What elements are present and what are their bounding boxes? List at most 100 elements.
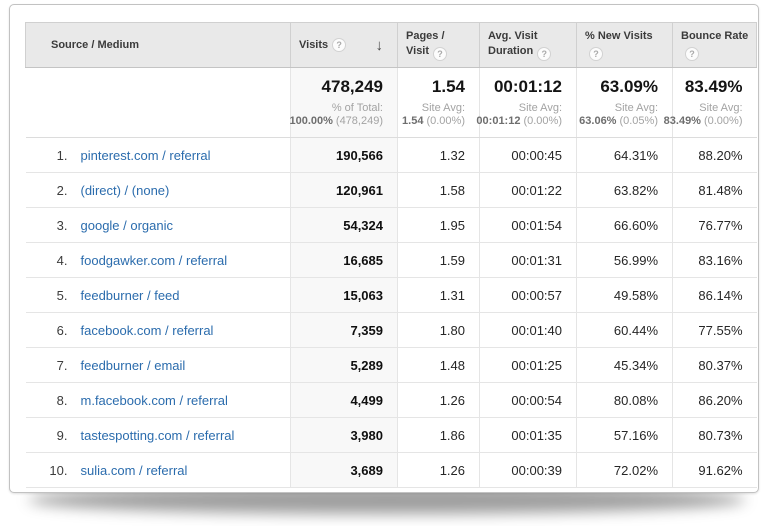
col-header-pct-new-visits[interactable]: % New Visits?	[576, 22, 673, 68]
bounce-rate-value: 86.20%	[672, 382, 757, 418]
source-link[interactable]: m.facebook.com / referral	[80, 392, 228, 408]
avg-visit-duration-value: 00:01:22	[479, 172, 577, 208]
row-number: 1.	[56, 147, 68, 163]
visits-value: 15,063	[290, 277, 398, 313]
source-medium-cell: 10. sulia.com / referral	[25, 452, 291, 488]
pages-per-visit-value: 1.48	[397, 347, 480, 383]
avg-visit-duration-value: 00:01:54	[479, 207, 577, 243]
pct-new-visits-value: 72.02%	[576, 452, 673, 488]
help-icon[interactable]: ?	[332, 38, 347, 52]
summary-pct-new-visits-cell: 63.09% Site Avg: 63.06% (0.05%)	[576, 67, 673, 138]
pct-new-visits-value: 66.60%	[576, 207, 673, 243]
source-link[interactable]: (direct) / (none)	[80, 182, 170, 198]
summary-label: Site Avg:	[614, 102, 658, 114]
sort-descending-icon: ↓	[375, 36, 384, 54]
help-icon[interactable]: ?	[537, 47, 552, 62]
help-icon[interactable]: ?	[589, 47, 603, 62]
avg-visit-duration-value: 00:00:39	[479, 452, 577, 488]
help-icon[interactable]: ?	[433, 47, 448, 62]
pct-new-visits-value: 45.34%	[576, 347, 673, 383]
bounce-rate-value: 83.16%	[672, 242, 757, 278]
avg-visit-duration-value: 00:01:35	[479, 417, 577, 453]
avg-visit-duration-value: 00:01:25	[479, 347, 577, 383]
row-number: 7.	[56, 357, 68, 373]
pct-new-visits-value: 56.99%	[576, 242, 673, 278]
summary-avg: 1.54	[402, 115, 424, 127]
table-row: 3. google / organic 54,324 1.95 00:01:54 66.6…	[25, 207, 757, 243]
summary-label: % of Total:	[331, 102, 383, 114]
pages-per-visit-value: 1.95	[397, 207, 480, 243]
bounce-rate-value: 91.62%	[672, 452, 757, 488]
summary-delta: (0.00%)	[426, 115, 465, 127]
pages-per-visit-value: 1.31	[397, 277, 480, 313]
avg-visit-duration-value: 00:01:40	[479, 312, 577, 348]
source-medium-cell: 9. tastespotting.com / referral	[25, 417, 291, 453]
col-label-avg-visit-duration: Avg. Visit Duration	[488, 29, 538, 57]
visits-value: 120,961	[290, 172, 398, 208]
source-link[interactable]: feedburner / feed	[80, 287, 180, 303]
col-header-bounce-rate[interactable]: Bounce Rate?	[672, 22, 757, 68]
summary-avg: 00:01:12	[476, 115, 521, 127]
help-icon[interactable]: ?	[685, 47, 699, 62]
pct-new-visits-value: 63.82%	[576, 172, 673, 208]
row-number: 4.	[56, 252, 68, 268]
bounce-rate-value: 86.14%	[672, 277, 757, 313]
pct-new-visits-value: 64.31%	[576, 137, 673, 173]
pages-per-visit-value: 1.26	[397, 452, 480, 488]
row-number: 8.	[56, 392, 68, 408]
row-number: 10.	[49, 462, 68, 478]
summary-row: 478,249 % of Total: 100.00% (478,249) 1.…	[25, 67, 757, 138]
summary-label: Site Avg:	[518, 102, 562, 114]
pages-per-visit-value: 1.59	[397, 242, 480, 278]
source-link[interactable]: foodgawker.com / referral	[80, 252, 228, 268]
bounce-rate-value: 80.73%	[672, 417, 757, 453]
avg-visit-duration-value: 00:00:54	[479, 382, 577, 418]
col-label-bounce-rate: Bounce Rate	[681, 29, 749, 42]
row-number: 3.	[56, 217, 68, 233]
bounce-rate-value: 76.77%	[672, 207, 757, 243]
source-medium-cell: 2. (direct) / (none)	[25, 172, 291, 208]
summary-empty-cell	[25, 67, 291, 138]
visits-value: 190,566	[290, 137, 398, 173]
source-link[interactable]: facebook.com / referral	[80, 322, 214, 338]
source-link[interactable]: sulia.com / referral	[80, 462, 188, 478]
pct-new-visits-value: 57.16%	[576, 417, 673, 453]
source-medium-cell: 4. foodgawker.com / referral	[25, 242, 291, 278]
source-medium-cell: 8. m.facebook.com / referral	[25, 382, 291, 418]
col-header-avg-visit-duration[interactable]: Avg. Visit Duration?	[479, 22, 577, 68]
col-header-source-medium[interactable]: Source / Medium	[25, 22, 291, 68]
pages-per-visit-value: 1.80	[397, 312, 480, 348]
total-pages-per-visit: 1.54	[431, 77, 465, 96]
source-medium-cell: 5. feedburner / feed	[25, 277, 291, 313]
total-bounce-rate: 83.49%	[684, 77, 743, 96]
table-header-row: Source / Medium Visits ? ↓ Pages / Visit…	[25, 22, 757, 68]
source-medium-cell: 1. pinterest.com / referral	[25, 137, 291, 173]
col-header-visits[interactable]: Visits ? ↓	[290, 22, 398, 68]
col-header-pages-per-visit[interactable]: Pages / Visit?	[397, 22, 480, 68]
source-link[interactable]: google / organic	[80, 217, 174, 233]
table-row: 2. (direct) / (none) 120,961 1.58 00:01:22 63…	[25, 172, 757, 208]
source-medium-cell: 3. google / organic	[25, 207, 291, 243]
bounce-rate-value: 77.55%	[672, 312, 757, 348]
summary-avg-visit-duration-cell: 00:01:12 Site Avg: 00:01:12 (0.00%)	[476, 67, 577, 138]
summary-delta: (0.00%)	[703, 115, 743, 127]
source-link[interactable]: pinterest.com / referral	[80, 147, 211, 163]
summary-avg: 83.49%	[663, 115, 701, 127]
table-row: 8. m.facebook.com / referral 4,499 1.26 00:0…	[25, 382, 757, 418]
avg-visit-duration-value: 00:00:45	[479, 137, 577, 173]
summary-avg: 100.00%	[289, 115, 333, 127]
summary-delta: (0.00%)	[523, 115, 562, 127]
summary-avg: 63.06%	[579, 115, 617, 127]
pct-new-visits-value: 60.44%	[576, 312, 673, 348]
source-medium-cell: 6. facebook.com / referral	[25, 312, 291, 348]
summary-delta: (0.05%)	[619, 115, 658, 127]
bounce-rate-value: 80.37%	[672, 347, 757, 383]
summary-label: Site Avg:	[699, 102, 743, 114]
source-link[interactable]: tastespotting.com / referral	[80, 427, 235, 443]
source-link[interactable]: feedburner / email	[80, 357, 186, 373]
summary-label: Site Avg:	[421, 102, 465, 114]
table-row: 7. feedburner / email 5,289 1.48 00:01:25 45.…	[25, 347, 757, 383]
col-label-source-medium: Source / Medium	[51, 38, 140, 51]
summary-bounce-rate-cell: 83.49% Site Avg: 83.49% (0.00%)	[664, 67, 757, 138]
source-medium-cell: 7. feedburner / email	[25, 347, 291, 383]
